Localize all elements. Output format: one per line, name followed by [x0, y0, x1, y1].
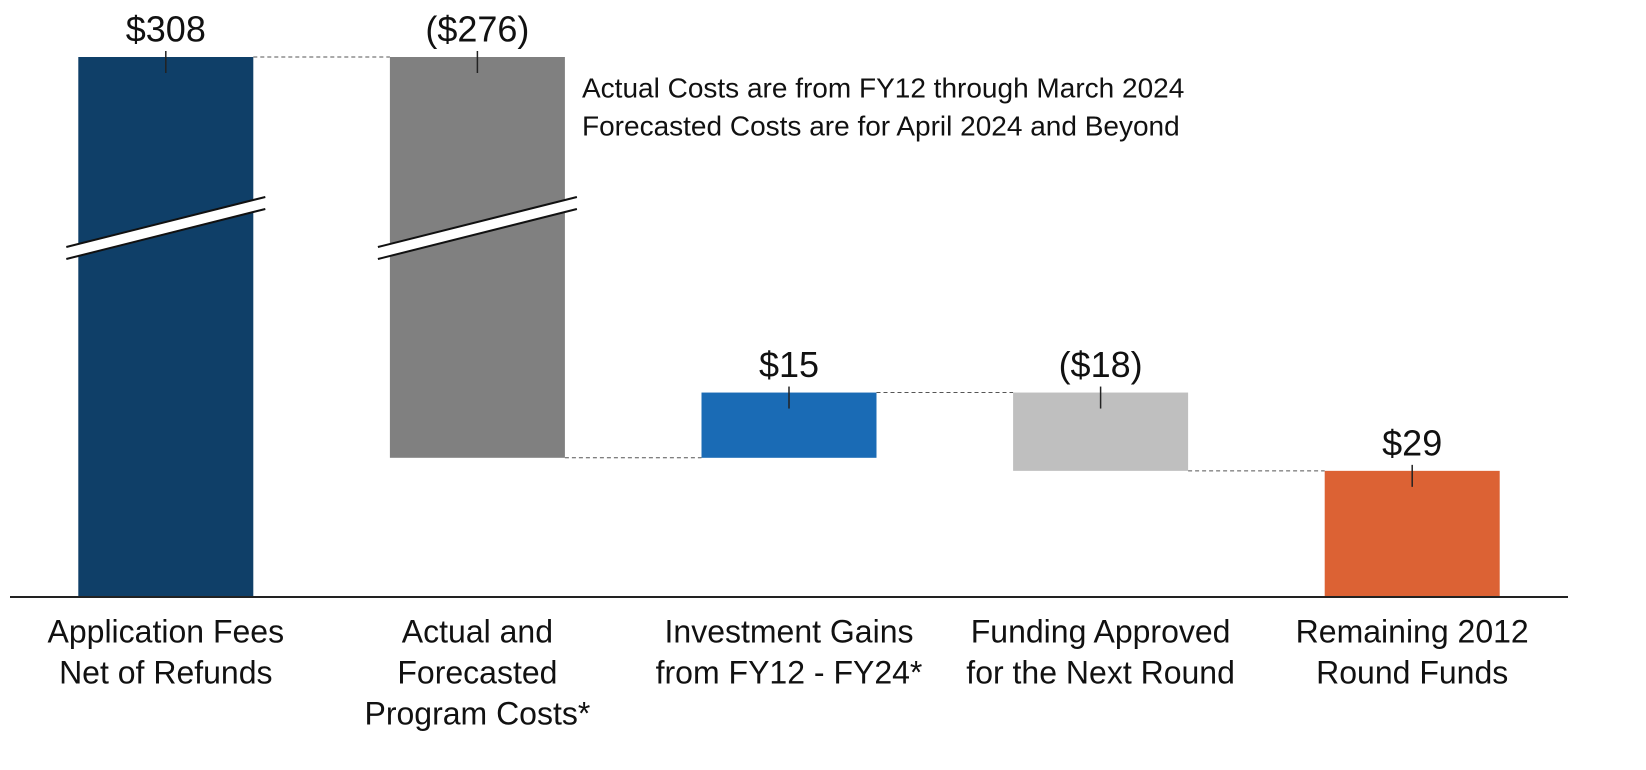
x-tick-label: from FY12 - FY24* — [656, 654, 923, 690]
x-tick-label: Application Fees — [48, 613, 285, 649]
x-tick-label: Forecasted — [397, 654, 557, 690]
x-tick-label: for the Next Round — [966, 654, 1235, 690]
value-label: $15 — [759, 344, 819, 385]
x-tick-label: Actual and — [402, 613, 553, 649]
x-tick-label: Remaining 2012 — [1296, 613, 1529, 649]
axis-break-line — [66, 196, 266, 248]
x-tick-label: Net of Refunds — [59, 654, 272, 690]
bar — [78, 57, 254, 597]
bar — [1324, 470, 1500, 597]
axis-break-line — [66, 208, 266, 260]
value-label: $308 — [126, 9, 206, 50]
axis-break — [66, 197, 266, 259]
annotation: Actual Costs are from FY12 through March… — [582, 72, 1184, 103]
x-tick-label: Round Funds — [1316, 654, 1508, 690]
axis-break-line — [377, 208, 578, 260]
x-tick-label: Funding Approved — [971, 613, 1231, 649]
x-tick-label: Program Costs* — [364, 695, 590, 731]
bar — [389, 57, 565, 458]
x-tick-label: Investment Gains — [665, 613, 914, 649]
value-label: $29 — [1382, 422, 1442, 463]
value-label: ($18) — [1059, 344, 1143, 385]
axis-break — [377, 197, 577, 259]
value-label: ($276) — [425, 9, 529, 50]
annotation: Forecasted Costs are for April 2024 and … — [582, 110, 1180, 141]
axis-break-line — [377, 196, 578, 248]
